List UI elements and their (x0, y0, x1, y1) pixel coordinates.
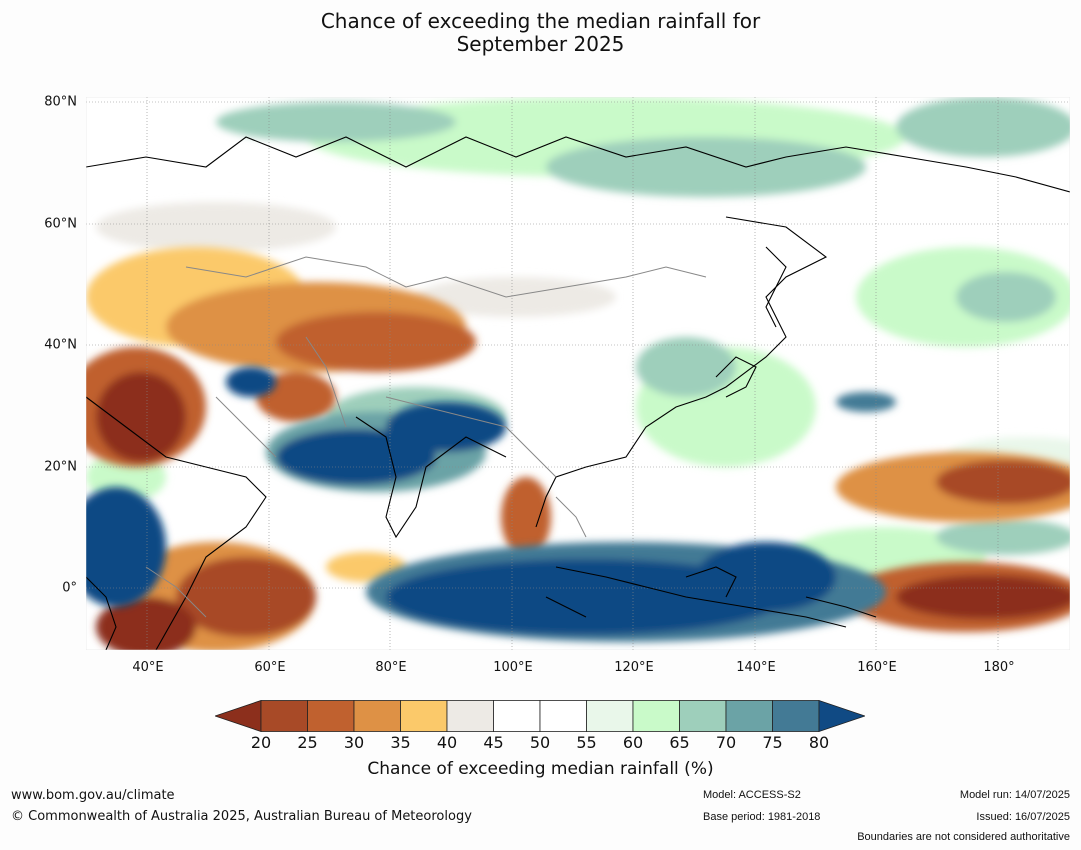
colorbar-tick-label: 20 (250, 733, 272, 752)
colorbar-segment (539, 700, 587, 732)
colorbar-tick-label: 75 (762, 733, 783, 752)
lat-label-80n: 80°N (44, 94, 77, 110)
chart-title: Chance of exceeding the median rainfall … (0, 10, 1081, 56)
colorbar-segment (353, 700, 401, 732)
lat-label-0: 0° (62, 580, 77, 596)
lon-label-60e: 60°E (254, 660, 286, 675)
colorbar-tick-label: 40 (436, 733, 458, 752)
lon-label-100e: 100°E (493, 660, 533, 675)
colorbar-tick-label: 80 (808, 733, 830, 752)
colorbar-tick-label: 30 (343, 733, 365, 752)
issued-text: Issued: 16/07/2025 (976, 811, 1070, 823)
colorbar-tick-label: 60 (622, 733, 644, 752)
colorbar-tick-label: 45 (483, 733, 504, 752)
lat-label-20n: 20°N (44, 459, 77, 475)
dry-regions (86, 247, 1070, 650)
lat-label-40n: 40°N (44, 337, 77, 353)
base-period-text: Base period: 1981-2018 (703, 811, 821, 823)
lat-label-60n: 60°N (44, 216, 77, 232)
title-line-2: September 2025 (456, 32, 625, 56)
model-run-text: Model run: 14/07/2025 (959, 789, 1070, 801)
colorbar-extend-high (818, 700, 865, 732)
colorbar-segment (493, 700, 541, 732)
colorbar-segment (725, 700, 773, 732)
colorbar-tick-label: 25 (297, 733, 318, 752)
colorbar-tick-label: 55 (576, 733, 597, 752)
colorbar-segment (400, 700, 448, 732)
country-boundaries (145, 256, 707, 618)
colorbar-segment (772, 700, 820, 732)
lon-label-40e: 40°E (132, 660, 164, 675)
lon-label-160e: 160°E (857, 660, 897, 675)
colorbar-tick-label: 35 (390, 733, 411, 752)
rainfall-map (86, 97, 1070, 650)
lon-label-140e: 140°E (736, 660, 776, 675)
colorbar-label: Chance of exceeding median rainfall (%) (367, 759, 714, 779)
coastlines (86, 136, 1070, 650)
graticule (86, 97, 1070, 650)
wet-regions (86, 367, 896, 642)
website-text: www.bom.gov.au/climate (11, 788, 175, 803)
copyright-text: © Commonwealth of Australia 2025, Austra… (11, 809, 472, 824)
lon-label-120e: 120°E (614, 660, 654, 675)
colorbar-tick-label: 50 (529, 733, 551, 752)
colorbar-tick-label: 70 (715, 733, 737, 752)
colorbar-tick-label: 65 (669, 733, 690, 752)
colorbar-segment (632, 700, 680, 732)
colorbar-segment (260, 700, 308, 732)
lon-label-80e: 80°E (375, 660, 407, 675)
colorbar-segment (586, 700, 634, 732)
colorbar-segment (446, 700, 494, 732)
colorbar-segment (679, 700, 727, 732)
colorbar-extend-low (215, 700, 262, 732)
lon-label-180: 180° (983, 660, 1015, 675)
model-text: Model: ACCESS-S2 (703, 789, 801, 801)
title-line-1: Chance of exceeding the median rainfall … (320, 9, 761, 33)
neutral-wet-regions (86, 97, 1070, 587)
boundaries-note: Boundaries are not considered authoritat… (857, 831, 1070, 843)
colorbar (215, 700, 865, 732)
colorbar-segment (307, 700, 355, 732)
